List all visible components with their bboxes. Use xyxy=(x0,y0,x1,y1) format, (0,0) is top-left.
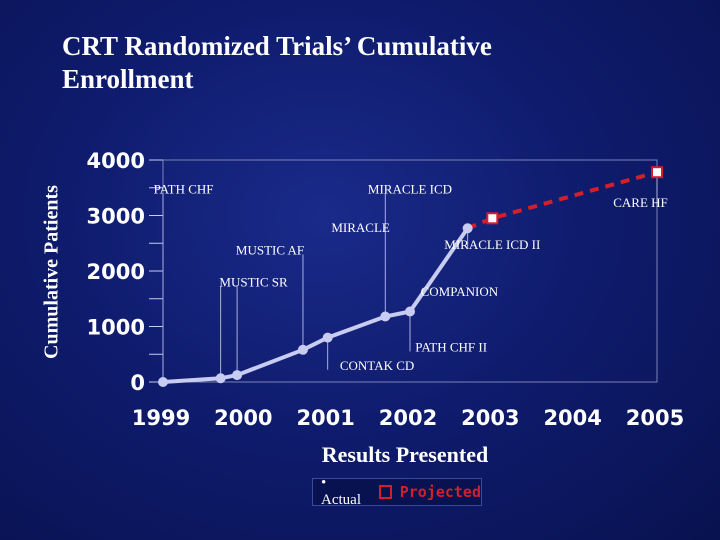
annotation-label: PATH CHF II xyxy=(415,339,487,354)
x-tick-label: 2001 xyxy=(296,406,354,430)
actual-point xyxy=(232,370,243,381)
actual-point xyxy=(380,311,391,322)
actual-point xyxy=(322,332,333,343)
y-tick-label: 0 xyxy=(130,371,145,395)
slide-title: CRT Randomized Trials’ Cumulative Enroll… xyxy=(62,30,622,96)
x-tick-label: 2005 xyxy=(626,406,684,430)
y-tick-label: 2000 xyxy=(87,260,145,284)
annotation-label: PATH CHF xyxy=(154,181,214,196)
x-tick-label: 2002 xyxy=(379,406,437,430)
annotation-label: MUSTIC AF xyxy=(236,242,304,257)
x-tick-label: 2003 xyxy=(461,406,519,430)
annotation-label: MIRACLE xyxy=(331,220,390,235)
legend-projected-marker xyxy=(378,485,392,499)
y-tick-label: 3000 xyxy=(87,205,145,229)
legend: • Actual Projected xyxy=(312,475,482,508)
projected-series-line xyxy=(466,170,658,231)
annotation-label: MUSTIC SR xyxy=(219,275,288,290)
actual-point xyxy=(215,373,226,384)
actual-point xyxy=(462,223,473,234)
actual-series-line xyxy=(162,227,470,384)
x-tick-label: 2000 xyxy=(214,406,272,430)
legend-projected-label: Projected xyxy=(399,483,481,501)
annotation-label: COMPANION xyxy=(421,284,499,299)
y-tick-label: 4000 xyxy=(87,149,145,173)
projected-point xyxy=(486,212,499,225)
x-tick-label: 1999 xyxy=(132,406,190,430)
annotation-label: CONTAK CD xyxy=(340,358,414,373)
legend-actual-label: • Actual xyxy=(321,475,361,508)
projected-point xyxy=(651,166,663,179)
slide-title-line-1: CRT Randomized Trials’ Cumulative xyxy=(62,31,492,61)
actual-point xyxy=(158,377,168,387)
annotation-label: MIRACLE ICD xyxy=(368,181,452,196)
annotation-label: CARE HF xyxy=(613,195,668,210)
y-tick-label: 1000 xyxy=(87,316,145,340)
actual-point xyxy=(297,344,308,355)
slide-title-line-2: Enrollment xyxy=(62,64,194,94)
x-tick-label: 2004 xyxy=(543,406,601,430)
actual-point xyxy=(405,306,415,317)
annotation-label: MIRACLE ICD II xyxy=(444,237,540,252)
x-axis-title: Results Presented xyxy=(321,442,489,467)
